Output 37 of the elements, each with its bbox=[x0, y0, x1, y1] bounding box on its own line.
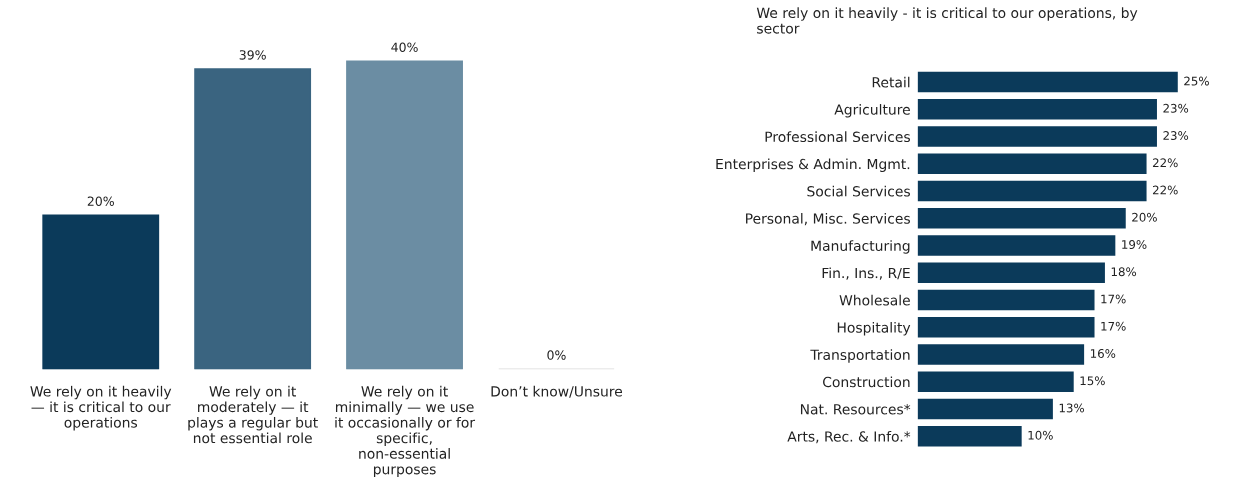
y-tick-label: Construction bbox=[823, 376, 910, 388]
x-tick-label: Don’t know/Unsure bbox=[491, 385, 623, 398]
y-tick-label: Retail bbox=[872, 76, 910, 88]
data-label: 20% bbox=[1132, 212, 1157, 222]
chart-title: We rely on it heavily - it is critical to our operations, by sector bbox=[756, 7, 1138, 34]
data-label: 0% bbox=[547, 350, 566, 360]
y-tick-label: Wholesale bbox=[839, 294, 910, 306]
data-label: 15% bbox=[1080, 376, 1105, 386]
y-tick-label: Agriculture bbox=[834, 104, 910, 118]
data-label: 22% bbox=[1152, 185, 1178, 195]
y-tick-label: Hospitality bbox=[837, 322, 911, 336]
data-label: 19% bbox=[1122, 240, 1147, 249]
data-label: 17% bbox=[1101, 294, 1126, 304]
data-label: 25% bbox=[1184, 76, 1209, 86]
data-label: 18% bbox=[1111, 267, 1137, 277]
data-label: 16% bbox=[1090, 349, 1116, 358]
data-label: 10% bbox=[1028, 430, 1053, 440]
x-tick-label: We rely on it moderately — it plays a regular but not essential role bbox=[188, 385, 318, 444]
y-tick-label: Manufacturing bbox=[811, 240, 910, 254]
y-tick-label: Enterprises & Admin. Mgmt. bbox=[716, 158, 910, 172]
y-tick-label: Transportation bbox=[810, 349, 910, 363]
y-tick-label: Professional Services bbox=[765, 131, 910, 143]
data-label: 23% bbox=[1163, 131, 1189, 140]
data-label: 22% bbox=[1152, 158, 1178, 168]
data-label: 17% bbox=[1101, 321, 1126, 331]
y-tick-label: Social Services bbox=[807, 185, 910, 197]
data-label: 40% bbox=[391, 42, 418, 52]
y-tick-label: Fin., Ins., R/E bbox=[822, 267, 910, 280]
data-label: 23% bbox=[1163, 103, 1189, 113]
x-tick-label: We rely on it heavily — it is critical to our operations bbox=[30, 385, 172, 431]
data-label: 13% bbox=[1059, 403, 1085, 413]
data-label: 20% bbox=[87, 196, 114, 206]
y-tick-label: Nat. Resources* bbox=[800, 403, 911, 415]
x-tick-label: We rely on it minimally — we use it occasionally or for specific, non-essential purposes bbox=[335, 385, 476, 478]
y-tick-label: Personal, Misc. Services bbox=[746, 213, 910, 226]
y-tick-label: Arts, Rec. & Info.* bbox=[787, 430, 911, 444]
data-label: 39% bbox=[239, 50, 266, 60]
